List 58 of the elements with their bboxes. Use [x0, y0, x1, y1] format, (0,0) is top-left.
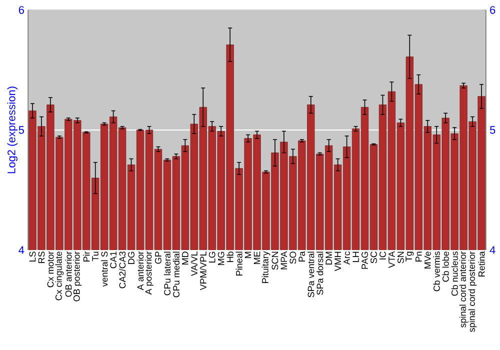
x-tick-label: PAG	[362, 252, 368, 269]
x-tick-label: Cx cingulate	[55, 252, 64, 300]
x-tick-label: LG	[208, 252, 216, 262]
x-tick-label: SN	[397, 252, 404, 264]
y-tick-label: 4	[18, 246, 24, 254]
x-tick-label: MVe	[424, 252, 431, 268]
x-tick-label: M	[244, 252, 252, 258]
x-tick-label: A posterior	[145, 251, 154, 295]
x-tick-label: Cb nucleus	[451, 252, 458, 296]
x-tick-label: VTA	[388, 251, 395, 268]
x-tick-label: ME	[254, 252, 260, 264]
x-tick-label: Tg	[406, 252, 414, 262]
x-tick-label: LH	[352, 252, 359, 262]
x-tick-label: spinal cord anterior	[459, 251, 468, 328]
x-tick-label: Retina	[478, 251, 485, 276]
x-tick-label: Pn	[416, 252, 422, 262]
x-tick-label: DM	[326, 252, 332, 264]
x-tick-label: VMH	[334, 252, 341, 272]
x-tick-label: SPa ventral	[308, 252, 314, 298]
x-tick-label: Cb vermis	[433, 252, 440, 292]
x-tick-label: spinal cord posterior	[468, 251, 477, 332]
x-tick-label: A anterior	[136, 251, 144, 290]
x-tick-label: CPu medial	[172, 252, 180, 298]
y-axis-title: Log2 (expression)	[7, 86, 18, 174]
x-tick-label: MG	[218, 252, 224, 265]
x-tick-label: Hb	[226, 252, 234, 262]
x-tick-label: Pir	[83, 251, 90, 262]
y-tick-label: 5	[18, 126, 24, 134]
x-tick-label: CPu lateral	[164, 252, 171, 296]
x-tick-label: Pineal	[236, 252, 242, 276]
y2-tick-label: 6	[490, 6, 496, 14]
y-tick-label: 6	[18, 6, 24, 14]
y2-tick-label: 4	[490, 246, 496, 254]
x-tick-label: SCN	[272, 252, 278, 270]
x-tick-label: LS	[29, 252, 36, 262]
x-tick-label: Arc	[344, 251, 350, 265]
x-tick-label: Tu	[92, 252, 99, 262]
x-tick-label: Pituitary	[262, 251, 270, 283]
x-tick-label: SPa dorsal	[316, 252, 324, 295]
x-tick-label: OB posterior	[73, 251, 82, 302]
x-tick-label: GP	[155, 252, 162, 264]
x-tick-label: ventral S	[101, 252, 108, 287]
x-tick-label: Cb lobe	[442, 252, 449, 282]
x-tick-label: IC	[380, 252, 386, 260]
x-tick-label: SC	[370, 252, 377, 264]
x-tick-label: Cx motor	[47, 251, 54, 288]
x-tick-label: CA2/CA3	[118, 252, 126, 288]
x-tick-label: VPM/VPL	[200, 251, 206, 290]
x-tick-label: MPA	[280, 251, 288, 270]
x-tick-label: OB anterior	[65, 251, 72, 297]
x-tick-label: SO	[290, 252, 296, 264]
x-tick-label: CA1	[110, 252, 117, 268]
x-tick-label: RS	[38, 252, 45, 263]
x-tick-label: DG	[128, 252, 134, 264]
x-tick-label: VA/VL	[190, 251, 198, 276]
x-tick-label: MD	[182, 252, 188, 264]
y2-tick-label: 5	[490, 126, 496, 134]
x-tick-label: Pa	[298, 251, 306, 262]
